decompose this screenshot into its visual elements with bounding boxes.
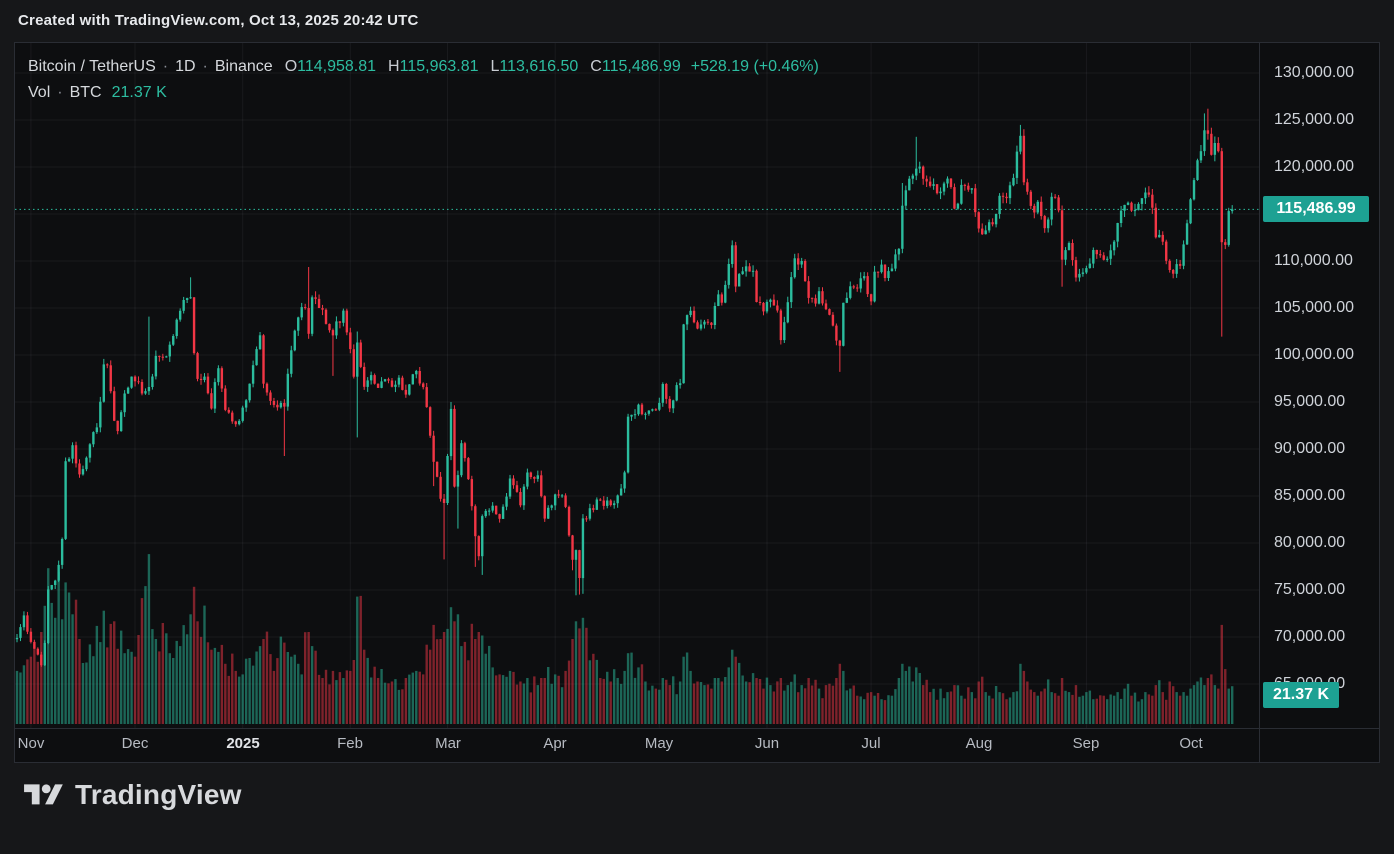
time-axis-month-label: Jun bbox=[754, 735, 780, 752]
time-axis[interactable]: Nov Dec 2025 Feb Mar Apr May Jun Jul Aug Sep Oct bbox=[15, 729, 1259, 762]
legend-symbol-row: Bitcoin / TetherUS · 1D · Binance O 114,… bbox=[28, 54, 819, 80]
open-letter: O bbox=[284, 58, 298, 75]
tradingview-logo-link[interactable]: TradingView bbox=[24, 779, 242, 811]
chart-widget: Bitcoin / TetherUS · 1D · Binance O 114,… bbox=[14, 42, 1380, 763]
close-letter: C bbox=[590, 58, 602, 75]
time-axis-month-label: Aug bbox=[965, 735, 993, 752]
price-axis-label: 95,000.00 bbox=[1274, 393, 1346, 410]
symbol-legend: Bitcoin / TetherUS · 1D · Binance O 114,… bbox=[28, 54, 819, 106]
time-axis-month-label: Apr bbox=[543, 735, 567, 752]
price-axis-label: 90,000.00 bbox=[1274, 440, 1346, 457]
legend-separator: · bbox=[202, 58, 208, 75]
volume-badge: 21.37 K bbox=[1263, 682, 1339, 708]
legend-volume-row: Vol · BTC 21.37 K bbox=[28, 80, 819, 106]
price-axis-label: 125,000.00 bbox=[1274, 111, 1355, 128]
symbol-name: Bitcoin / TetherUS bbox=[28, 58, 156, 75]
open-value: 114,958.81 bbox=[297, 58, 377, 75]
volume-label: Vol bbox=[28, 84, 51, 101]
time-axis-month-label: Feb bbox=[337, 735, 363, 752]
price-chart-canvas[interactable] bbox=[15, 43, 1259, 728]
price-axis[interactable]: 65,000.0070,000.0075,000.0080,000.0085,0… bbox=[1260, 43, 1379, 728]
exchange-label: Binance bbox=[214, 58, 273, 75]
price-axis-label: 100,000.00 bbox=[1274, 346, 1355, 363]
attribution-bar: Created with TradingView.com, Oct 13, 20… bbox=[0, 0, 1394, 40]
time-axis-year-label: 2025 bbox=[226, 735, 260, 752]
high-letter: H bbox=[388, 58, 400, 75]
tradingview-logo-text: TradingView bbox=[75, 779, 242, 810]
legend-separator: · bbox=[57, 84, 63, 101]
high-value: 115,963.81 bbox=[399, 58, 479, 75]
legend-separator: · bbox=[162, 58, 169, 75]
price-axis-label: 85,000.00 bbox=[1274, 487, 1346, 504]
price-axis-separator bbox=[1259, 43, 1260, 762]
price-axis-label: 105,000.00 bbox=[1274, 299, 1355, 316]
time-axis-separator bbox=[15, 728, 1379, 729]
close-value: 115,486.99 bbox=[601, 58, 681, 75]
time-axis-month-label: Mar bbox=[435, 735, 461, 752]
price-axis-label: 75,000.00 bbox=[1274, 581, 1346, 598]
low-value: 113,616.50 bbox=[499, 58, 579, 75]
time-axis-month-label: May bbox=[644, 735, 674, 752]
footer-bar: TradingView bbox=[0, 763, 1394, 854]
tradingview-logo-icon bbox=[24, 780, 64, 811]
time-axis-month-label: Oct bbox=[1179, 735, 1203, 752]
time-axis-month-label: Jul bbox=[861, 735, 881, 752]
time-axis-month-label: Nov bbox=[17, 735, 45, 752]
time-axis-month-label: Sep bbox=[1072, 735, 1100, 752]
price-axis-label: 110,000.00 bbox=[1274, 252, 1353, 269]
volume-value: 21.37 K bbox=[111, 84, 167, 101]
low-letter: L bbox=[490, 58, 500, 75]
price-axis-label: 130,000.00 bbox=[1274, 64, 1355, 81]
price-axis-label: 80,000.00 bbox=[1274, 534, 1346, 551]
volume-unit: BTC bbox=[69, 84, 102, 101]
price-axis-label: 120,000.00 bbox=[1274, 158, 1355, 175]
time-axis-month-label: Dec bbox=[121, 735, 149, 752]
attribution-text: Created with TradingView.com, Oct 13, 20… bbox=[18, 11, 419, 29]
last-price-badge: 115,486.99 bbox=[1263, 196, 1369, 222]
change-value: +528.19 (+0.46%) bbox=[690, 58, 819, 75]
interval-label: 1D bbox=[175, 58, 196, 75]
price-axis-label: 70,000.00 bbox=[1274, 628, 1346, 645]
